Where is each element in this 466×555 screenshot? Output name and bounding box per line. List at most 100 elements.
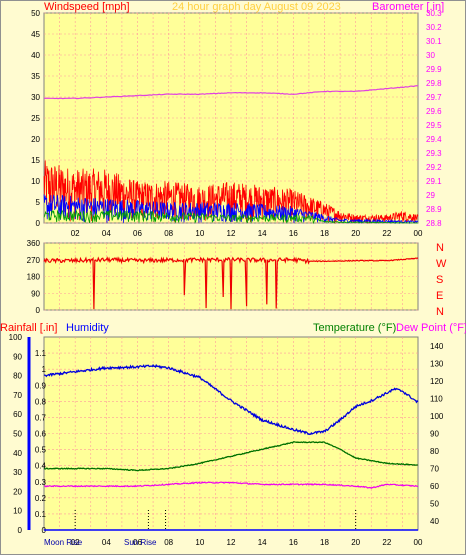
wind-tick-15: 15	[31, 156, 40, 165]
wind-hour-06: 06	[133, 229, 142, 238]
barometer-title: Barometer [.in]	[372, 1, 444, 13]
barometer-tick-30.2: 30.2	[426, 23, 442, 32]
barometer-line	[43, 85, 419, 100]
rainfall-tick-1.1: 1.1	[35, 349, 47, 358]
temp-hour-00: 00	[414, 538, 423, 547]
barometer-tick-29.5: 29.5	[426, 121, 442, 130]
compass-2: S	[436, 274, 443, 286]
barometer-tick-29.9: 29.9	[426, 65, 442, 74]
temperature-tick-70: 70	[430, 465, 439, 474]
wind-direction-line	[43, 256, 419, 310]
temp-hour-14: 14	[258, 538, 267, 547]
barometer-tick-29.3: 29.3	[426, 149, 442, 158]
barometer-tick-30.1: 30.1	[426, 37, 442, 46]
temperature-tick-120: 120	[430, 377, 444, 386]
wind-tick-20: 20	[31, 135, 40, 144]
humidity-tick-80: 80	[13, 372, 22, 381]
direction-panel-grid	[44, 242, 418, 311]
wind-tick-0: 0	[36, 219, 41, 228]
humidity-tick-20: 20	[13, 487, 22, 496]
wind-tick-50: 50	[31, 9, 40, 18]
dewpoint-line	[44, 481, 419, 489]
direction-tick-0: 0	[36, 306, 41, 315]
temperature-tick-40: 40	[430, 517, 439, 526]
rainfall-tick-0.7: 0.7	[35, 413, 47, 422]
temperature-axis: 40 50 60 70 80 90 100 110 120 130 140	[430, 342, 444, 526]
temperature-tick-110: 110	[430, 394, 443, 403]
direction-series	[43, 256, 419, 310]
humidity-tick-70: 70	[13, 391, 22, 400]
compass-0: N	[436, 242, 444, 254]
wind-hour-08: 08	[164, 229, 173, 238]
wind-axis: 0 5 10 15 20 25 30 35 40 45 50	[31, 9, 40, 228]
rainfall-tick-0.9: 0.9	[35, 381, 47, 390]
wind-hour-14: 14	[258, 229, 267, 238]
barometer-tick-29.6: 29.6	[426, 107, 442, 116]
temperature-tick-90: 90	[430, 430, 439, 439]
temp-hour-10: 10	[195, 538, 204, 547]
humidity-tick-10: 10	[13, 507, 22, 516]
humidity-tick-50: 50	[13, 430, 22, 439]
rainfall-tick-1: 1	[42, 365, 47, 374]
humidity-tick-0: 0	[18, 526, 23, 535]
graph-title: 24 hour graph day August 09 2023	[172, 1, 341, 13]
barometer-tick-28.9: 28.9	[426, 205, 442, 214]
temp-hour-06: 06	[133, 538, 142, 547]
temperature-tick-50: 50	[430, 500, 439, 509]
wind-hour-12: 12	[227, 229, 236, 238]
temperature-tick-60: 60	[430, 482, 439, 491]
wind-hour-16: 16	[289, 229, 298, 238]
temperature-series	[43, 363, 419, 531]
sun-rise-label: Sun Rise	[124, 538, 157, 547]
temperature-tick-130: 130	[430, 359, 444, 368]
temp-hour-22: 22	[382, 538, 391, 547]
compass-4: N	[436, 306, 444, 318]
barometer-tick-29.4: 29.4	[426, 135, 442, 144]
temp-hour-02: 02	[71, 538, 80, 547]
wind-title: Windspeed [mph]	[44, 1, 130, 13]
humidity-title: Humidity	[66, 322, 109, 334]
humidity-tick-100: 100	[9, 333, 23, 342]
wind-tick-10: 10	[31, 177, 40, 186]
sun-moon-markers	[74, 510, 357, 530]
barometer-tick-29.8: 29.8	[426, 79, 442, 88]
temp-hour-20: 20	[351, 538, 360, 547]
temp-hour-04: 04	[102, 538, 111, 547]
barometer-tick-30.3: 30.3	[426, 9, 442, 18]
rainfall-tick-0.8: 0.8	[35, 397, 47, 406]
direction-axis: 0 90 180 270 360	[27, 239, 41, 315]
humidity-line	[43, 363, 419, 436]
barometer-tick-30: 30	[426, 51, 435, 60]
humidity-tick-40: 40	[13, 449, 22, 458]
barometer-tick-29: 29	[426, 191, 435, 200]
direction-tick-180: 180	[27, 273, 41, 282]
barometer-tick-29.7: 29.7	[426, 93, 442, 102]
wind-hour-04: 04	[102, 229, 111, 238]
wind-series	[43, 85, 419, 225]
wind-tick-40: 40	[31, 51, 40, 60]
wind-hour-20: 20	[351, 229, 360, 238]
temp-hour-12: 12	[227, 538, 236, 547]
direction-tick-90: 90	[31, 289, 40, 298]
humidity-tick-90: 90	[13, 352, 22, 361]
wind-hour-00: 00	[414, 229, 423, 238]
compass-3: E	[436, 290, 443, 302]
wind-hour-02: 02	[71, 229, 80, 238]
temperature-tick-100: 100	[430, 412, 444, 421]
temperature-tick-80: 80	[430, 447, 439, 456]
rainfall-title: Rainfall [.in]	[0, 322, 57, 334]
rainfall-tick-0.3: 0.3	[35, 478, 47, 487]
direction-tick-360: 360	[27, 239, 41, 248]
wind-tick-45: 45	[31, 30, 40, 39]
wind-tick-5: 5	[36, 198, 41, 207]
humidity-axis: 0 10 20 30 40 50 60 70 80 90 100	[9, 333, 23, 535]
wind-tick-25: 25	[31, 114, 40, 123]
barometer-tick-29.1: 29.1	[426, 177, 442, 186]
barometer-tick-29.2: 29.2	[426, 163, 442, 172]
wind-hour-22: 22	[382, 229, 391, 238]
wind-hour-axis: 02 04 06 08 10 12 14 16 18 20 22 00	[71, 229, 423, 238]
temp-hour-18: 18	[320, 538, 329, 547]
temperature-title: Temperature (°F)	[313, 322, 396, 334]
